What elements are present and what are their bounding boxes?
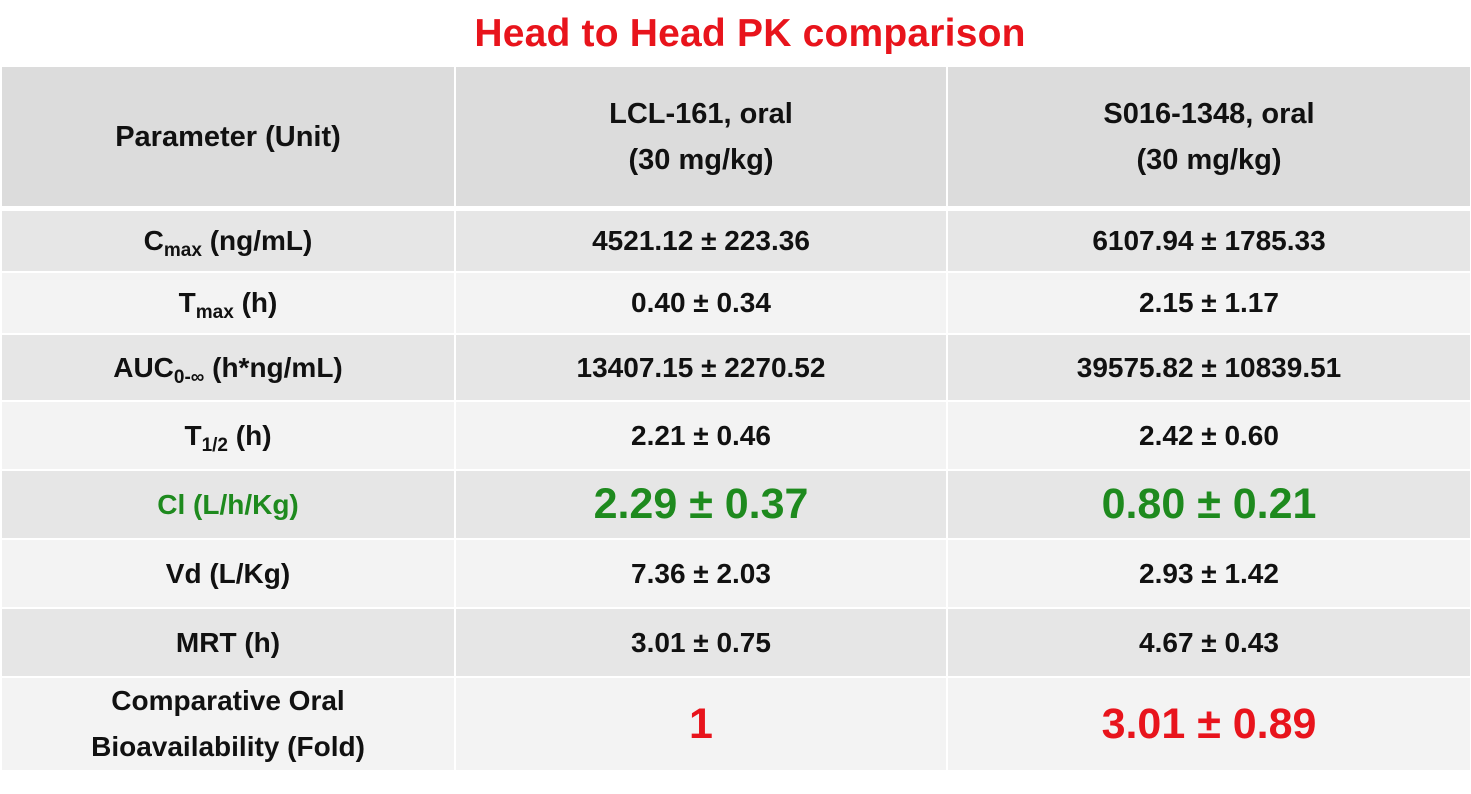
param-tmax-unit: (h)	[233, 287, 278, 318]
page-title: Head to Head PK comparison	[474, 12, 1026, 55]
value-s016-cl: 0.80 ± 0.21	[948, 471, 1470, 540]
param-thalf-sub: 1/2	[201, 434, 228, 456]
value-s016-tmax: 2.15 ± 1.17	[948, 273, 1470, 335]
param-mrt: MRT (h)	[2, 609, 456, 678]
value-lcl-vd: 7.36 ± 2.03	[456, 540, 948, 609]
param-thalf: T1/2 (h)	[2, 402, 456, 471]
value-lcl-bioavailability: 1	[456, 678, 948, 772]
table-row-tmax: Tmax (h) 0.40 ± 0.34 2.15 ± 1.17	[2, 273, 1470, 335]
param-auc-sub: 0-∞	[173, 366, 205, 388]
param-tmax-sub: max	[195, 302, 234, 323]
value-lcl-auc: 13407.15 ± 2270.52	[456, 335, 948, 402]
header-s016-1348: S016-1348, oral (30 mg/kg)	[948, 67, 1470, 211]
header-s016-1348-line2: (30 mg/kg)	[1136, 143, 1282, 176]
param-auc-main: AUC	[113, 351, 174, 383]
header-parameter: Parameter (Unit)	[2, 67, 456, 211]
table-row-cl: Cl (L/h/Kg) 2.29 ± 0.37 0.80 ± 0.21	[2, 471, 1470, 540]
value-s016-thalf: 2.42 ± 0.60	[948, 402, 1470, 471]
table-row-thalf: T1/2 (h) 2.21 ± 0.46 2.42 ± 0.60	[2, 402, 1470, 471]
param-cmax-sub: max	[163, 240, 202, 261]
pk-comparison-table: Parameter (Unit) LCL-161, oral (30 mg/kg…	[2, 67, 1470, 772]
header-lcl-161: LCL-161, oral (30 mg/kg)	[456, 67, 948, 211]
header-lcl-161-line2: (30 mg/kg)	[628, 143, 774, 176]
param-cmax-unit: (ng/mL)	[201, 225, 313, 256]
value-lcl-tmax: 0.40 ± 0.34	[456, 273, 948, 335]
param-cmax: Cmax (ng/mL)	[2, 211, 456, 273]
param-bioavailability-line2: Bioavailability (Fold)	[91, 731, 365, 762]
param-cmax-main: C	[143, 225, 164, 256]
param-tmax: Tmax (h)	[2, 273, 456, 335]
value-s016-mrt: 4.67 ± 0.43	[948, 609, 1470, 678]
value-lcl-cmax: 4521.12 ± 223.36	[456, 211, 948, 273]
header-lcl-161-line1: LCL-161, oral	[609, 97, 793, 130]
table-row-vd: Vd (L/Kg) 7.36 ± 2.03 2.93 ± 1.42	[2, 540, 1470, 609]
param-thalf-main: T	[184, 419, 202, 451]
value-s016-cmax: 6107.94 ± 1785.33	[948, 211, 1470, 273]
table-row-mrt: MRT (h) 3.01 ± 0.75 4.67 ± 0.43	[2, 609, 1470, 678]
table-row-auc: AUC0-∞ (h*ng/mL) 13407.15 ± 2270.52 3957…	[2, 335, 1470, 402]
table-row-cmax: Cmax (ng/mL) 4521.12 ± 223.36 6107.94 ± …	[2, 211, 1470, 273]
value-lcl-thalf: 2.21 ± 0.46	[456, 402, 948, 471]
param-auc-unit: (h*ng/mL)	[204, 351, 343, 383]
param-vd: Vd (L/Kg)	[2, 540, 456, 609]
param-bioavailability: Comparative Oral Bioavailability (Fold)	[2, 678, 456, 772]
value-s016-bioavailability: 3.01 ± 0.89	[948, 678, 1470, 772]
param-cl: Cl (L/h/Kg)	[2, 471, 456, 540]
table-row-bioavailability: Comparative Oral Bioavailability (Fold) …	[2, 678, 1470, 772]
param-thalf-unit: (h)	[228, 419, 272, 451]
value-s016-vd: 2.93 ± 1.42	[948, 540, 1470, 609]
param-bioavailability-line1: Comparative Oral	[111, 685, 345, 716]
value-lcl-cl: 2.29 ± 0.37	[456, 471, 948, 540]
param-tmax-main: T	[178, 287, 196, 318]
value-s016-auc: 39575.82 ± 10839.51	[948, 335, 1470, 402]
param-auc: AUC0-∞ (h*ng/mL)	[2, 335, 456, 402]
header-s016-1348-line1: S016-1348, oral	[1103, 97, 1315, 130]
table-header-row: Parameter (Unit) LCL-161, oral (30 mg/kg…	[2, 67, 1470, 211]
value-lcl-mrt: 3.01 ± 0.75	[456, 609, 948, 678]
